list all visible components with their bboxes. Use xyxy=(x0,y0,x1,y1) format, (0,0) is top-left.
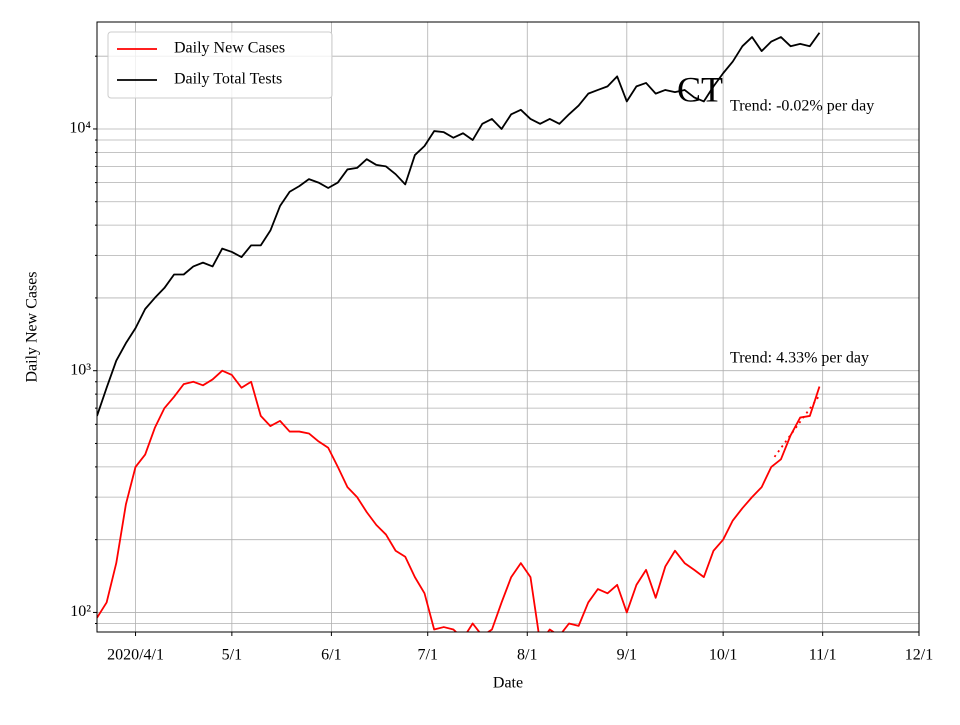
x-tick-label: 5/1 xyxy=(222,647,242,664)
trend-label: Trend: -0.02% per day xyxy=(730,98,874,115)
x-tick-label: 2020/4/1 xyxy=(107,647,164,664)
legend-label: Daily New Cases xyxy=(174,40,285,57)
legend: Daily New Cases Daily Total Tests xyxy=(107,31,333,99)
series-line xyxy=(97,32,821,417)
y-axis-label: Daily New Cases xyxy=(24,271,41,382)
trend-label: Trend: 4.33% per day xyxy=(730,350,869,367)
x-tick-label: 8/1 xyxy=(517,647,537,664)
x-tick-label: 6/1 xyxy=(321,647,341,664)
plot-frame xyxy=(96,21,920,633)
legend-label: Daily Total Tests xyxy=(174,71,282,88)
trend-line xyxy=(773,394,821,458)
legend-box xyxy=(107,31,333,99)
x-tick-label: 10/1 xyxy=(709,647,737,664)
x-axis-label: Date xyxy=(493,675,523,692)
y-tick-label: 10³ xyxy=(70,361,91,378)
plot-area xyxy=(97,32,821,632)
series-line xyxy=(97,369,821,632)
annotation: CT xyxy=(677,69,723,109)
x-tick-label: 7/1 xyxy=(418,647,438,664)
x-tick-label: 9/1 xyxy=(617,647,637,664)
y-tick-label: 10⁴ xyxy=(69,120,91,137)
ticks: 2020/4/1 5/1 6/1 7/1 8/1 9/1 10/1 11/1 12/1 10² 10… xyxy=(69,55,933,664)
x-tick-label: 11/1 xyxy=(809,647,837,664)
grid xyxy=(97,22,920,632)
y-tick-label: 10² xyxy=(70,603,91,620)
x-tick-label: 12/1 xyxy=(905,647,933,664)
